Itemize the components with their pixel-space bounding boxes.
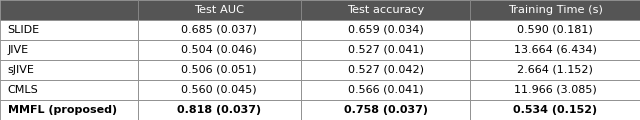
Bar xyxy=(301,60,470,80)
Text: Training Time (s): Training Time (s) xyxy=(508,5,603,15)
Bar xyxy=(138,100,301,120)
Bar xyxy=(0,20,138,40)
Bar xyxy=(138,80,301,100)
Text: JIVE: JIVE xyxy=(8,45,29,55)
Bar xyxy=(301,80,470,100)
Bar xyxy=(470,60,640,80)
Bar xyxy=(0,60,138,80)
Bar xyxy=(470,80,640,100)
Text: 0.566 (0.041): 0.566 (0.041) xyxy=(348,85,424,95)
Text: 0.506 (0.051): 0.506 (0.051) xyxy=(182,65,257,75)
Bar xyxy=(138,60,301,80)
Bar xyxy=(470,40,640,60)
Text: 0.659 (0.034): 0.659 (0.034) xyxy=(348,25,424,35)
Bar xyxy=(138,0,301,20)
Bar xyxy=(301,0,470,20)
Text: sJIVE: sJIVE xyxy=(8,65,35,75)
Bar xyxy=(0,100,138,120)
Text: MMFL (proposed): MMFL (proposed) xyxy=(8,105,117,115)
Text: 2.664 (1.152): 2.664 (1.152) xyxy=(517,65,593,75)
Bar xyxy=(0,0,138,20)
Text: 0.818 (0.037): 0.818 (0.037) xyxy=(177,105,261,115)
Text: SLIDE: SLIDE xyxy=(8,25,40,35)
Text: 0.504 (0.046): 0.504 (0.046) xyxy=(181,45,257,55)
Text: 11.966 (3.085): 11.966 (3.085) xyxy=(514,85,596,95)
Bar xyxy=(0,80,138,100)
Text: 0.685 (0.037): 0.685 (0.037) xyxy=(181,25,257,35)
Bar xyxy=(301,20,470,40)
Bar xyxy=(301,40,470,60)
Text: 0.527 (0.042): 0.527 (0.042) xyxy=(348,65,424,75)
Bar xyxy=(470,0,640,20)
Bar xyxy=(138,40,301,60)
Text: 0.560 (0.045): 0.560 (0.045) xyxy=(181,85,257,95)
Text: CMLS: CMLS xyxy=(8,85,38,95)
Bar xyxy=(470,100,640,120)
Bar xyxy=(301,100,470,120)
Text: 0.758 (0.037): 0.758 (0.037) xyxy=(344,105,428,115)
Text: 0.527 (0.041): 0.527 (0.041) xyxy=(348,45,424,55)
Bar xyxy=(138,20,301,40)
Text: Test accuracy: Test accuracy xyxy=(347,5,424,15)
Bar xyxy=(470,20,640,40)
Text: Test AUC: Test AUC xyxy=(194,5,244,15)
Text: 13.664 (6.434): 13.664 (6.434) xyxy=(514,45,596,55)
Text: 0.534 (0.152): 0.534 (0.152) xyxy=(513,105,597,115)
Text: 0.590 (0.181): 0.590 (0.181) xyxy=(517,25,593,35)
Bar xyxy=(0,40,138,60)
